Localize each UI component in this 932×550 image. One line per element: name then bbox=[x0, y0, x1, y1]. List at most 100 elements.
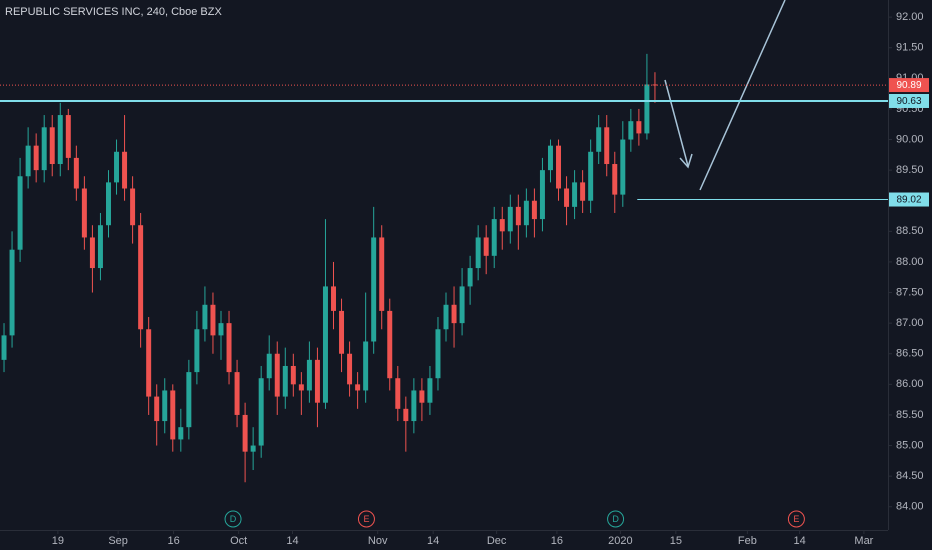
candle-body bbox=[459, 286, 465, 324]
candle-body bbox=[274, 353, 280, 397]
candle-body bbox=[419, 390, 425, 403]
trend-line bbox=[664, 79, 689, 167]
y-tick-label: 86.50 bbox=[896, 348, 924, 360]
x-tick-label: Feb bbox=[738, 535, 757, 547]
candle-body bbox=[138, 225, 144, 330]
candle-body bbox=[258, 378, 264, 446]
candle-body bbox=[306, 359, 312, 391]
x-tick-label: 14 bbox=[793, 535, 805, 547]
candle-body bbox=[596, 127, 602, 152]
event-marker bbox=[357, 510, 375, 528]
candle-body bbox=[331, 286, 336, 311]
price-label: 90.89 bbox=[896, 80, 921, 91]
x-tick-label: Oct bbox=[230, 535, 247, 547]
candle-body bbox=[41, 127, 47, 171]
candle-body bbox=[170, 390, 176, 440]
candle-body bbox=[435, 329, 441, 379]
trend-line bbox=[699, 0, 786, 191]
price-label: 90.63 bbox=[896, 96, 921, 107]
candle-body bbox=[186, 372, 192, 428]
candle-body bbox=[162, 390, 168, 422]
candle-body bbox=[411, 390, 417, 422]
candle-body bbox=[427, 378, 433, 403]
candle-body bbox=[355, 384, 361, 391]
candle-body bbox=[130, 188, 136, 226]
y-tick-label: 87.00 bbox=[896, 317, 924, 329]
candle-body bbox=[290, 365, 296, 385]
candle-body bbox=[363, 341, 369, 391]
candle-body bbox=[339, 310, 345, 354]
y-tick-label: 88.50 bbox=[896, 225, 924, 237]
y-tick-label: 85.50 bbox=[896, 409, 924, 421]
candle-body bbox=[604, 127, 610, 165]
y-tick-label: 87.50 bbox=[896, 286, 924, 298]
candle-body bbox=[146, 329, 152, 397]
candle-body bbox=[9, 249, 15, 336]
y-tick-label: 85.00 bbox=[896, 439, 924, 451]
candle-body bbox=[89, 237, 95, 269]
candle-body bbox=[572, 182, 578, 207]
price-label-box bbox=[889, 192, 929, 207]
candle-body bbox=[443, 304, 449, 330]
candle-body bbox=[210, 304, 216, 336]
x-tick-label: Sep bbox=[108, 535, 128, 547]
candle-body bbox=[620, 139, 626, 195]
y-tick-label: 88.00 bbox=[896, 256, 924, 268]
candle-body bbox=[491, 219, 497, 256]
candle-body bbox=[644, 84, 650, 134]
candle-body bbox=[114, 151, 120, 183]
event-marker bbox=[787, 510, 805, 528]
candle-body bbox=[539, 170, 545, 220]
candle-body bbox=[580, 182, 586, 201]
y-tick-label: 86.00 bbox=[896, 378, 924, 390]
event-label: E bbox=[363, 514, 369, 524]
candle-body bbox=[515, 206, 521, 226]
candle-body bbox=[371, 237, 377, 342]
price-label: 89.02 bbox=[896, 195, 921, 206]
candle-body bbox=[122, 151, 128, 189]
x-tick-label: Mar bbox=[854, 535, 873, 547]
candle-body bbox=[1, 335, 7, 360]
x-tick-label: 19 bbox=[52, 535, 64, 547]
event-label: D bbox=[230, 514, 237, 524]
candle-body bbox=[499, 219, 505, 232]
candle-body bbox=[234, 372, 240, 415]
x-tick-label: Nov bbox=[368, 535, 388, 547]
candle-body bbox=[17, 176, 23, 250]
candle-body bbox=[73, 157, 79, 189]
candle-body bbox=[547, 145, 553, 171]
candle-body bbox=[636, 121, 642, 134]
candle-body bbox=[194, 329, 200, 373]
candle-body bbox=[49, 127, 55, 165]
event-marker bbox=[607, 510, 625, 528]
x-tick-label: 14 bbox=[286, 535, 298, 547]
candle-body bbox=[57, 115, 63, 165]
candle-body bbox=[314, 359, 320, 403]
candle-body bbox=[475, 237, 481, 269]
candle-body bbox=[483, 237, 489, 256]
y-tick-label: 90.00 bbox=[896, 133, 924, 145]
candle-body bbox=[467, 268, 473, 287]
x-tick-label: 14 bbox=[427, 535, 439, 547]
event-marker bbox=[224, 510, 242, 528]
candle-body bbox=[282, 365, 288, 397]
candle-body bbox=[395, 378, 401, 409]
candle-body bbox=[387, 310, 393, 379]
candle-body bbox=[347, 353, 353, 385]
candle-body bbox=[218, 323, 224, 336]
drawings bbox=[664, 0, 786, 191]
y-tick-label: 92.00 bbox=[896, 11, 924, 23]
x-tick-label: 16 bbox=[167, 535, 179, 547]
candle-body bbox=[178, 427, 184, 440]
arrow-head bbox=[679, 153, 693, 169]
x-tick-label: 15 bbox=[670, 535, 682, 547]
candle-body bbox=[628, 121, 634, 140]
candle-body bbox=[531, 200, 537, 220]
y-tick-label: 89.50 bbox=[896, 164, 924, 176]
candle-body bbox=[564, 188, 570, 207]
x-tick-label: Dec bbox=[487, 535, 507, 547]
candle-body bbox=[97, 225, 103, 269]
price-label-box bbox=[889, 78, 929, 93]
